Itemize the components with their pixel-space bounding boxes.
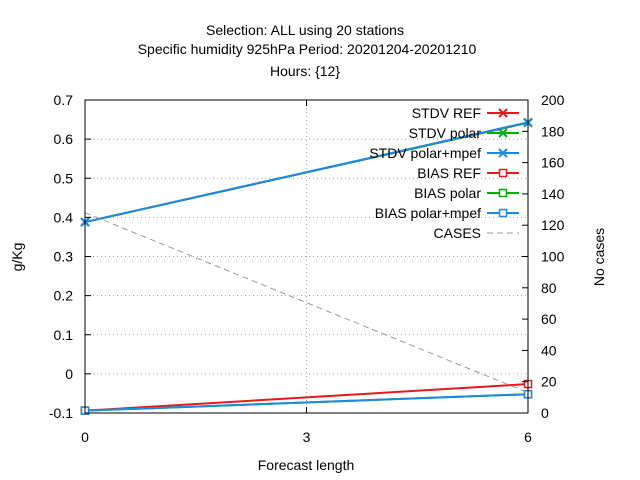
axes: -0.100.10.20.30.40.50.60.702040608010012… — [49, 92, 565, 445]
legend-label: BIAS polar+mpef — [375, 205, 481, 221]
legend-label: BIAS polar — [414, 185, 481, 201]
y-tick-label: 0.1 — [54, 327, 74, 343]
y-tick-label: 0 — [65, 366, 73, 382]
y-tick-label: 0.5 — [54, 170, 74, 186]
y2-tick-label: 140 — [541, 186, 565, 202]
y2-axis-label: No cases — [591, 228, 607, 286]
y2-tick-label: 0 — [541, 405, 549, 421]
x-tick-label: 3 — [303, 429, 311, 445]
legend-label: BIAS REF — [417, 165, 481, 181]
legend-marker — [498, 108, 508, 118]
title-line-2: Specific humidity 925hPa Period: 2020120… — [138, 41, 477, 57]
y2-tick-label: 20 — [541, 374, 557, 390]
y-tick-label: 0.7 — [54, 92, 74, 108]
series-line — [84, 383, 529, 412]
y-tick-label: 0.3 — [54, 249, 74, 265]
y-tick-label: -0.1 — [49, 405, 73, 421]
legend-label: STDV REF — [412, 105, 481, 121]
y-axis-label: g/Kg — [9, 243, 25, 272]
x-tick-label: 0 — [81, 429, 89, 445]
title-line-3: Hours: {12} — [270, 63, 340, 79]
series-layer — [80, 117, 533, 415]
y-tick-label: 0.6 — [54, 131, 74, 147]
legend-marker — [498, 128, 508, 138]
y-tick-label: 0.4 — [54, 209, 74, 225]
y2-tick-label: 180 — [541, 123, 565, 139]
legend-label: CASES — [434, 225, 481, 241]
y2-tick-label: 40 — [541, 342, 557, 358]
legend: STDV REF STDV polar STDV polar+mpef BIAS RE… — [369, 105, 519, 241]
legend-marker — [498, 148, 508, 158]
title-line-1: Selection: ALL using 20 stations — [206, 22, 404, 38]
legend-label: STDV polar+mpef — [369, 145, 481, 161]
legend-marker — [498, 188, 508, 198]
y2-tick-label: 160 — [541, 155, 565, 171]
legend-marker — [498, 168, 508, 178]
x-tick-label: 6 — [524, 429, 532, 445]
legend-marker — [498, 208, 508, 218]
grid — [85, 100, 528, 413]
series-line — [84, 393, 529, 412]
y-tick-label: 0.2 — [54, 288, 74, 304]
y2-tick-label: 80 — [541, 280, 557, 296]
y2-tick-label: 200 — [541, 92, 565, 108]
y2-tick-label: 120 — [541, 217, 565, 233]
series-line — [84, 121, 529, 224]
y2-tick-label: 100 — [541, 249, 565, 265]
chart-title: Selection: ALL using 20 stations Specifi… — [138, 22, 477, 79]
y2-tick-label: 60 — [541, 311, 557, 327]
x-axis-label: Forecast length — [258, 457, 355, 473]
legend-label: STDV polar — [409, 125, 482, 141]
